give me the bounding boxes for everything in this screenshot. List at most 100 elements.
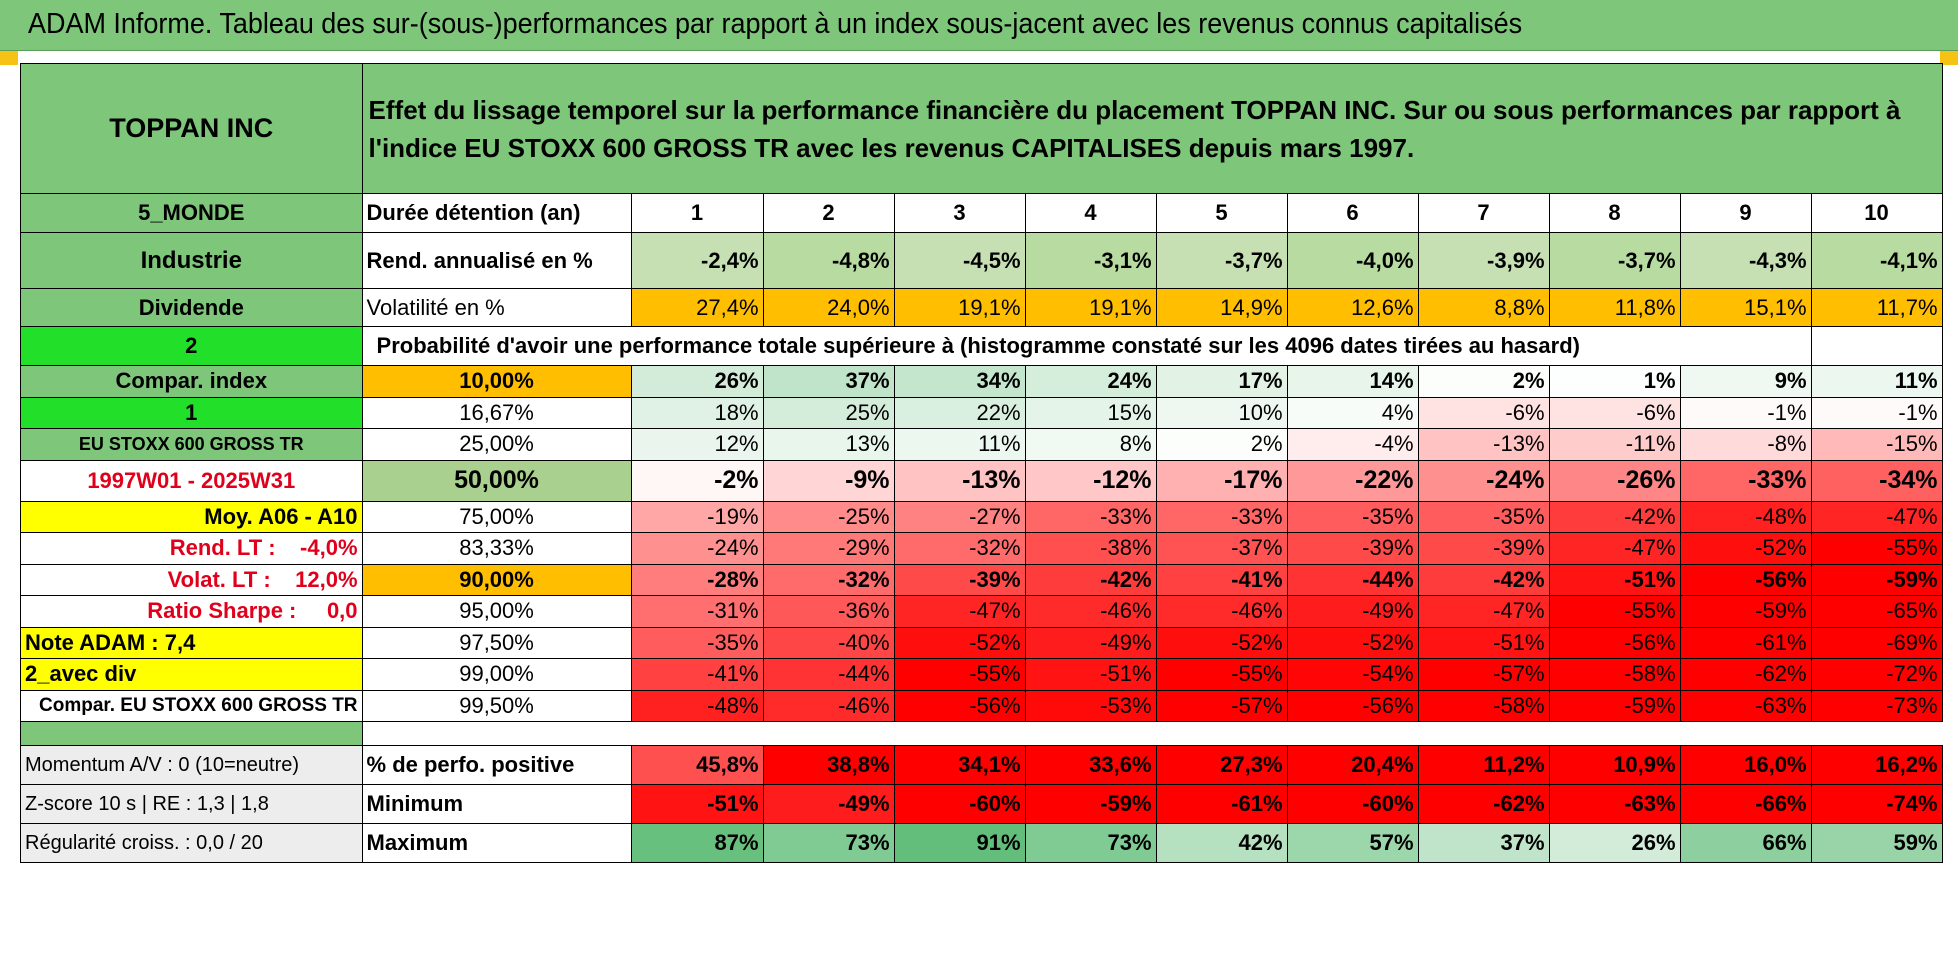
annual-return-value: -4,5% — [893, 232, 1026, 289]
compar-index-value[interactable]: 1 — [20, 396, 363, 429]
probability-value: -44% — [762, 658, 895, 691]
probability-value: 18% — [630, 396, 764, 429]
probability-value: 11% — [893, 428, 1026, 461]
separator-cell — [20, 721, 363, 746]
zscore-indicator: Z-score 10 s | RE : 1,3 | 1,8 — [20, 784, 363, 824]
adam-score: Note ADAM : 7,4 — [20, 626, 363, 659]
probability-value: -54% — [1286, 658, 1419, 691]
probability-value: 26% — [630, 365, 764, 398]
volatility-value: 14,9% — [1155, 288, 1288, 327]
probability-value: -24% — [1417, 459, 1550, 502]
probability-value: 17% — [1155, 365, 1288, 398]
probability-value: -4% — [1286, 428, 1419, 461]
probability-threshold: 25,00% — [361, 428, 632, 461]
probability-value: -61% — [1679, 626, 1812, 659]
probability-value: -46% — [762, 689, 895, 722]
year-header: 1 — [630, 193, 764, 233]
sharpe-ratio: Ratio Sharpe : 0,0 — [20, 595, 363, 628]
year-header: 4 — [1024, 193, 1157, 233]
zone-label: 5_MONDE — [20, 193, 363, 233]
probability-value: -46% — [1155, 595, 1288, 628]
stat-value: 42% — [1155, 823, 1288, 863]
stat-label: Minimum — [361, 784, 632, 824]
volatility-value: 19,1% — [893, 288, 1026, 327]
probability-threshold: 50,00% — [361, 459, 632, 502]
probability-value: -17% — [1155, 459, 1288, 502]
stat-value: 37% — [1417, 823, 1550, 863]
probability-value: 12% — [630, 428, 764, 461]
probability-value: -63% — [1679, 689, 1812, 722]
volatility-value: 27,4% — [630, 288, 764, 327]
stat-value: 10,9% — [1548, 745, 1681, 785]
probability-value: -59% — [1679, 595, 1812, 628]
probability-value: -22% — [1286, 459, 1419, 502]
stat-label: % de perfo. positive — [361, 745, 632, 785]
probability-value: -36% — [762, 595, 895, 628]
probability-value: -49% — [1024, 626, 1157, 659]
probability-value: -47% — [1810, 500, 1943, 533]
annual-return-label: Rend. annualisé en % — [361, 232, 632, 289]
probability-value: -33% — [1024, 500, 1157, 533]
annual-return-value: -3,9% — [1417, 232, 1550, 289]
dividend-value[interactable]: 2 — [20, 326, 363, 366]
regularity-indicator: Régularité croiss. : 0,0 / 20 — [20, 823, 363, 863]
volatility-value: 19,1% — [1024, 288, 1157, 327]
long-term-volatility: Volat. LT : 12,0% — [20, 563, 363, 596]
volatility-value: 11,8% — [1548, 288, 1681, 327]
probability-value: 34% — [893, 365, 1026, 398]
stat-value: 27,3% — [1155, 745, 1288, 785]
compar-index-label: Compar. index — [20, 365, 363, 398]
probability-value: -6% — [1548, 396, 1681, 429]
probability-value: -1% — [1679, 396, 1812, 429]
probability-value: 11% — [1810, 365, 1943, 398]
probability-value: -33% — [1155, 500, 1288, 533]
probability-value: -25% — [762, 500, 895, 533]
probability-value: 10% — [1155, 396, 1288, 429]
probability-value: -15% — [1810, 428, 1943, 461]
separator-cell — [362, 721, 1943, 746]
probability-value: -58% — [1548, 658, 1681, 691]
probability-value: -31% — [630, 595, 764, 628]
annual-return-value: -3,7% — [1155, 232, 1288, 289]
long-term-return: Rend. LT : -4,0% — [20, 532, 363, 565]
probability-value: -65% — [1810, 595, 1943, 628]
probability-value: -59% — [1810, 563, 1943, 596]
stat-value: 87% — [630, 823, 764, 863]
probability-value: -52% — [1286, 626, 1419, 659]
probability-value: -55% — [1548, 595, 1681, 628]
volatility-value: 15,1% — [1679, 288, 1812, 327]
corner-marker-left — [0, 51, 18, 65]
probability-value: -51% — [1024, 658, 1157, 691]
probability-value: 15% — [1024, 396, 1157, 429]
annual-return-value: -4,8% — [762, 232, 895, 289]
probability-value: -12% — [1024, 459, 1157, 502]
year-header: 2 — [762, 193, 895, 233]
stat-value: 34,1% — [893, 745, 1026, 785]
stat-value: 57% — [1286, 823, 1419, 863]
probability-value: 2% — [1417, 365, 1550, 398]
probability-value: -56% — [893, 689, 1026, 722]
stat-value: -49% — [762, 784, 895, 824]
stat-value: -59% — [1024, 784, 1157, 824]
probability-value: -34% — [1810, 459, 1943, 502]
probability-value: -73% — [1810, 689, 1943, 722]
probability-threshold: 75,00% — [361, 500, 632, 533]
probability-value: -49% — [1286, 595, 1419, 628]
stat-value: 33,6% — [1024, 745, 1157, 785]
comparison-index-full: Compar. EU STOXX 600 GROSS TR — [20, 689, 363, 722]
annual-return-value: -3,7% — [1548, 232, 1681, 289]
probability-value: -52% — [1155, 626, 1288, 659]
probability-threshold: 97,50% — [361, 626, 632, 659]
annual-return-value: -4,1% — [1810, 232, 1943, 289]
stat-value: 26% — [1548, 823, 1681, 863]
probability-value: -35% — [1417, 500, 1550, 533]
probability-value: -9% — [762, 459, 895, 502]
annual-return-value: -3,1% — [1024, 232, 1157, 289]
probability-value: -55% — [893, 658, 1026, 691]
probability-threshold: 99,00% — [361, 658, 632, 691]
probability-value: -48% — [630, 689, 764, 722]
probability-value: -44% — [1286, 563, 1419, 596]
volatility-value: 24,0% — [762, 288, 895, 327]
probability-value: -24% — [630, 532, 764, 565]
probability-value: -57% — [1155, 689, 1288, 722]
